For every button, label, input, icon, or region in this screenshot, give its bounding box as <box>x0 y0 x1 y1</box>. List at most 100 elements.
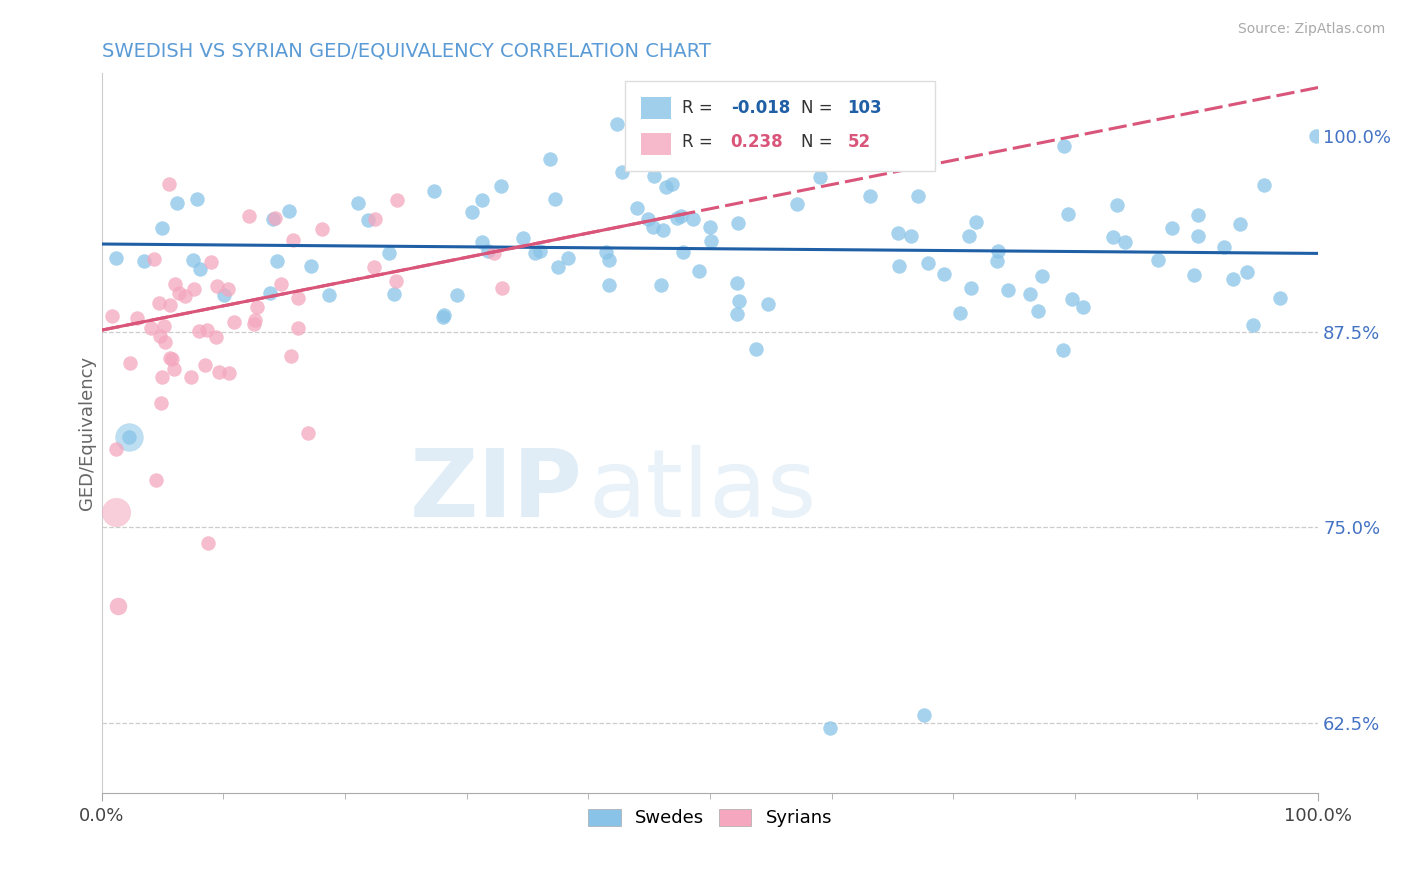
Point <box>433 308 456 322</box>
Point <box>912 708 935 723</box>
Point <box>672 244 695 259</box>
Point <box>1305 128 1327 143</box>
Point <box>612 165 634 179</box>
Point <box>432 310 454 325</box>
Point <box>917 255 939 269</box>
Point <box>688 264 710 278</box>
Point <box>145 473 167 487</box>
Point <box>461 205 484 219</box>
Point <box>523 245 546 260</box>
Point <box>127 311 149 326</box>
Point <box>538 152 561 166</box>
Point <box>1236 265 1258 279</box>
Point <box>105 505 128 519</box>
Point <box>1241 318 1264 332</box>
Point <box>1101 230 1123 244</box>
Point <box>181 252 204 267</box>
Point <box>242 318 264 332</box>
Point <box>512 231 534 245</box>
Text: SWEDISH VS SYRIAN GED/EQUIVALENCY CORRELATION CHART: SWEDISH VS SYRIAN GED/EQUIVALENCY CORREL… <box>101 42 710 61</box>
Point <box>270 277 292 292</box>
Point <box>212 288 235 302</box>
Point <box>120 355 142 369</box>
Point <box>948 305 970 319</box>
Point <box>1026 304 1049 318</box>
Point <box>489 178 512 193</box>
Point <box>101 309 124 323</box>
Point <box>1213 240 1236 254</box>
Point <box>655 180 678 194</box>
Point <box>682 212 704 227</box>
Point <box>900 229 922 244</box>
Point <box>217 282 239 296</box>
Point <box>280 349 302 363</box>
Point <box>1053 139 1076 153</box>
Point <box>169 285 191 300</box>
Point <box>650 277 672 292</box>
Point <box>725 276 748 290</box>
Point <box>299 259 322 273</box>
Point <box>297 426 319 441</box>
Point <box>385 194 408 208</box>
Point <box>207 278 229 293</box>
Point <box>1071 300 1094 314</box>
Point <box>266 254 288 268</box>
Point <box>364 211 387 226</box>
Point <box>652 223 675 237</box>
Point <box>259 285 281 300</box>
Point <box>661 178 683 192</box>
Point <box>281 233 304 247</box>
Point <box>471 194 494 208</box>
Text: Source: ZipAtlas.com: Source: ZipAtlas.com <box>1237 22 1385 37</box>
Point <box>357 212 380 227</box>
Point <box>598 253 620 268</box>
Point <box>311 222 333 236</box>
Legend: Swedes, Syrians: Swedes, Syrians <box>581 802 839 835</box>
Point <box>238 209 260 223</box>
Point <box>384 275 406 289</box>
Point <box>1187 208 1209 222</box>
FancyBboxPatch shape <box>624 80 935 170</box>
Point <box>859 189 882 203</box>
Point <box>482 245 505 260</box>
Point <box>347 195 370 210</box>
Point <box>159 298 181 312</box>
Point <box>818 721 841 735</box>
Point <box>960 281 983 295</box>
Point <box>363 260 385 274</box>
Text: -0.018: -0.018 <box>731 99 790 117</box>
Point <box>243 313 266 327</box>
Point <box>643 169 665 184</box>
Point <box>1229 218 1251 232</box>
Text: N =: N = <box>801 133 838 151</box>
Point <box>132 254 155 268</box>
Point <box>180 369 202 384</box>
Point <box>965 215 987 229</box>
Point <box>318 288 340 302</box>
FancyBboxPatch shape <box>641 97 671 119</box>
Text: 103: 103 <box>848 99 882 117</box>
Text: 0.238: 0.238 <box>731 133 783 151</box>
Point <box>907 189 929 203</box>
Point <box>188 324 211 338</box>
Point <box>205 330 228 344</box>
Point <box>1019 286 1042 301</box>
Text: atlas: atlas <box>588 445 817 537</box>
Point <box>598 277 620 292</box>
Point <box>1160 220 1182 235</box>
Point <box>157 178 180 192</box>
Point <box>208 365 231 379</box>
Point <box>641 219 664 234</box>
Point <box>1268 291 1291 305</box>
Point <box>139 320 162 334</box>
Point <box>1222 272 1244 286</box>
Point <box>264 211 287 225</box>
Point <box>446 288 468 302</box>
Point <box>105 442 128 456</box>
Point <box>547 260 569 275</box>
Point <box>188 261 211 276</box>
Text: R =: R = <box>682 133 718 151</box>
Text: R =: R = <box>682 99 718 117</box>
Point <box>477 244 499 259</box>
Point <box>152 220 174 235</box>
